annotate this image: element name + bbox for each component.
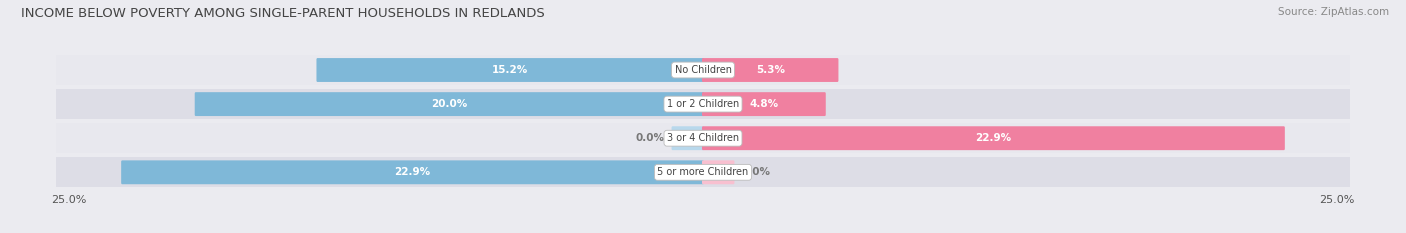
FancyBboxPatch shape: [702, 160, 734, 184]
Bar: [56, 55, 1350, 85]
Text: 5 or more Children: 5 or more Children: [658, 167, 748, 177]
Text: 4.8%: 4.8%: [749, 99, 779, 109]
Text: 1 or 2 Children: 1 or 2 Children: [666, 99, 740, 109]
FancyBboxPatch shape: [702, 92, 825, 116]
Text: 5.3%: 5.3%: [755, 65, 785, 75]
Text: 22.9%: 22.9%: [976, 133, 1011, 143]
Text: 0.0%: 0.0%: [636, 133, 665, 143]
Text: No Children: No Children: [675, 65, 731, 75]
Bar: [56, 157, 1350, 187]
Bar: [56, 123, 1350, 153]
Text: Source: ZipAtlas.com: Source: ZipAtlas.com: [1278, 7, 1389, 17]
Text: 3 or 4 Children: 3 or 4 Children: [666, 133, 740, 143]
FancyBboxPatch shape: [316, 58, 704, 82]
FancyBboxPatch shape: [702, 58, 838, 82]
Text: INCOME BELOW POVERTY AMONG SINGLE-PARENT HOUSEHOLDS IN REDLANDS: INCOME BELOW POVERTY AMONG SINGLE-PARENT…: [21, 7, 546, 20]
Bar: [56, 89, 1350, 119]
Text: 0.0%: 0.0%: [741, 167, 770, 177]
FancyBboxPatch shape: [672, 126, 704, 150]
Text: 15.2%: 15.2%: [492, 65, 529, 75]
FancyBboxPatch shape: [702, 126, 1285, 150]
Text: 20.0%: 20.0%: [432, 99, 467, 109]
FancyBboxPatch shape: [121, 160, 704, 184]
Text: 22.9%: 22.9%: [395, 167, 430, 177]
FancyBboxPatch shape: [194, 92, 704, 116]
